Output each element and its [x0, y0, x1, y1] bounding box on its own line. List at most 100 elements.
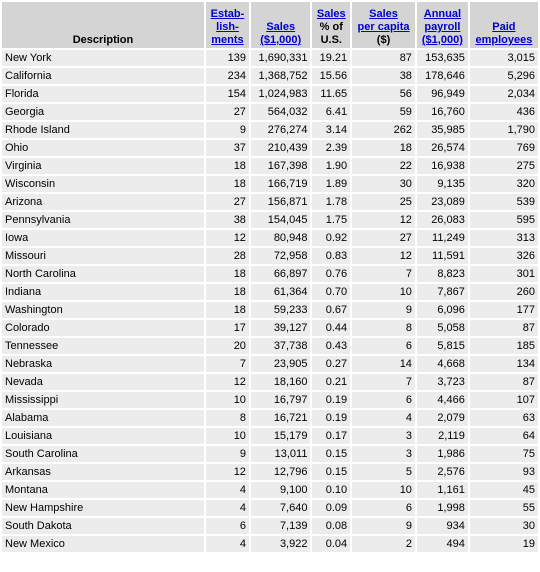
sales-pct-cell: 0.10: [312, 482, 351, 498]
sales-per-capita-cell: 38: [352, 68, 415, 84]
header-sales[interactable]: Sales ($1,000): [250, 2, 311, 48]
annual-payroll-cell: 5,815: [416, 338, 468, 354]
sales-pct-cell: 0.21: [312, 374, 351, 390]
state-cell: Indiana: [2, 284, 204, 300]
establishments-cell: 20: [206, 338, 249, 354]
sales-pct-cell: 0.43: [312, 338, 351, 354]
paid-employees-cell: 45: [469, 482, 538, 498]
paid-employees-cell: 5,296: [469, 68, 538, 84]
table-body: New York 139 1,690,331 19.21 87 153,635 3,015 C…: [2, 50, 538, 552]
sort-paid-employees-link[interactable]: Paid employees: [475, 21, 533, 46]
table-row: New Hampshire 4 7,640 0.09 6 1,998 55: [2, 500, 538, 516]
paid-employees-cell: 1,790: [469, 122, 538, 138]
sort-sales-link[interactable]: Sales ($1,000): [260, 21, 302, 46]
sales-cell: 18,160: [250, 374, 311, 390]
annual-payroll-cell: 4,668: [416, 356, 468, 372]
table-row: South Carolina 9 13,011 0.15 3 1,986 75: [2, 446, 538, 462]
sales-cell: 167,398: [250, 158, 311, 174]
state-cell: Florida: [2, 86, 204, 102]
sales-pct-cell: 11.65: [312, 86, 351, 102]
sales-pct-cell: 1.78: [312, 194, 351, 210]
sales-per-capita-cell: 7: [352, 266, 415, 282]
sales-per-capita-cell: 10: [352, 482, 415, 498]
sales-cell: 3,922: [250, 536, 311, 552]
paid-employees-cell: 313: [469, 230, 538, 246]
sales-cell: 23,905: [250, 356, 311, 372]
paid-employees-cell: 539: [469, 194, 538, 210]
sales-per-capita-cell: 14: [352, 356, 415, 372]
establishments-cell: 4: [206, 500, 249, 516]
sales-cell: 7,139: [250, 518, 311, 534]
sort-sales-per-capita-link[interactable]: Sales per capita: [357, 8, 410, 33]
establishments-cell: 27: [206, 104, 249, 120]
annual-payroll-cell: 4,466: [416, 392, 468, 408]
annual-payroll-cell: 1,161: [416, 482, 468, 498]
state-sales-table: Description Estab- lish- ments Sales ($1…: [2, 2, 538, 552]
table-row: Georgia 27 564,032 6.41 59 16,760 436: [2, 104, 538, 120]
table-row: Montana 4 9,100 0.10 10 1,161 45: [2, 482, 538, 498]
sales-per-capita-cell: 5: [352, 464, 415, 480]
state-cell: Virginia: [2, 158, 204, 174]
sort-annual-payroll-link[interactable]: Annual payroll ($1,000): [421, 8, 463, 46]
establishments-cell: 37: [206, 140, 249, 156]
sales-per-capita-cell: 9: [352, 518, 415, 534]
establishments-cell: 154: [206, 86, 249, 102]
sales-cell: 154,045: [250, 212, 311, 228]
establishments-cell: 8: [206, 410, 249, 426]
state-cell: Ohio: [2, 140, 204, 156]
table-row: Alabama 8 16,721 0.19 4 2,079 63: [2, 410, 538, 426]
establishments-cell: 12: [206, 230, 249, 246]
establishments-cell: 9: [206, 122, 249, 138]
sales-pct-cell: 2.39: [312, 140, 351, 156]
sort-establishments-link[interactable]: Estab- lish- ments: [210, 8, 245, 46]
sales-pct-cell: 0.92: [312, 230, 351, 246]
sales-cell: 13,011: [250, 446, 311, 462]
table-row: Virginia 18 167,398 1.90 22 16,938 275: [2, 158, 538, 174]
establishments-cell: 18: [206, 284, 249, 300]
sales-pct-cell: 15.56: [312, 68, 351, 84]
sales-pct-cell: 0.83: [312, 248, 351, 264]
state-cell: New York: [2, 50, 204, 66]
paid-employees-cell: 260: [469, 284, 538, 300]
table-row: Missouri 28 72,958 0.83 12 11,591 326: [2, 248, 538, 264]
table-row: Arizona 27 156,871 1.78 25 23,089 539: [2, 194, 538, 210]
state-cell: Georgia: [2, 104, 204, 120]
sales-pct-cell: 0.15: [312, 464, 351, 480]
header-sales-pct[interactable]: Sales % of U.S.: [312, 2, 351, 48]
paid-employees-cell: 185: [469, 338, 538, 354]
sort-sales-pct-link[interactable]: Sales: [316, 8, 346, 20]
annual-payroll-cell: 2,079: [416, 410, 468, 426]
state-cell: Montana: [2, 482, 204, 498]
sales-pct-cell: 0.70: [312, 284, 351, 300]
sales-cell: 9,100: [250, 482, 311, 498]
sales-pct-cell: 0.15: [312, 446, 351, 462]
table-row: Mississippi 10 16,797 0.19 6 4,466 107: [2, 392, 538, 408]
annual-payroll-cell: 6,096: [416, 302, 468, 318]
header-establishments[interactable]: Estab- lish- ments: [206, 2, 249, 48]
sales-per-capita-cell: 25: [352, 194, 415, 210]
sales-cell: 7,640: [250, 500, 311, 516]
annual-payroll-cell: 1,998: [416, 500, 468, 516]
header-annual-payroll[interactable]: Annual payroll ($1,000): [416, 2, 468, 48]
sales-pct-cell: 0.08: [312, 518, 351, 534]
sales-cell: 210,439: [250, 140, 311, 156]
annual-payroll-cell: 153,635: [416, 50, 468, 66]
annual-payroll-cell: 11,591: [416, 248, 468, 264]
establishments-cell: 4: [206, 536, 249, 552]
header-paid-employees[interactable]: Paid employees: [469, 2, 538, 48]
state-cell: Wisconsin: [2, 176, 204, 192]
table-row: Washington 18 59,233 0.67 9 6,096 177: [2, 302, 538, 318]
table-row: South Dakota 6 7,139 0.08 9 934 30: [2, 518, 538, 534]
header-sales-per-capita[interactable]: Sales per capita ($): [352, 2, 415, 48]
sales-per-capita-cell: 6: [352, 392, 415, 408]
sales-per-capita-cell: 27: [352, 230, 415, 246]
sales-per-capita-cell: 3: [352, 428, 415, 444]
sales-cell: 1,024,983: [250, 86, 311, 102]
annual-payroll-cell: 494: [416, 536, 468, 552]
table-row: Indiana 18 61,364 0.70 10 7,867 260: [2, 284, 538, 300]
establishments-cell: 28: [206, 248, 249, 264]
sales-pct-cell: 1.90: [312, 158, 351, 174]
state-cell: California: [2, 68, 204, 84]
annual-payroll-cell: 3,723: [416, 374, 468, 390]
state-cell: Nevada: [2, 374, 204, 390]
